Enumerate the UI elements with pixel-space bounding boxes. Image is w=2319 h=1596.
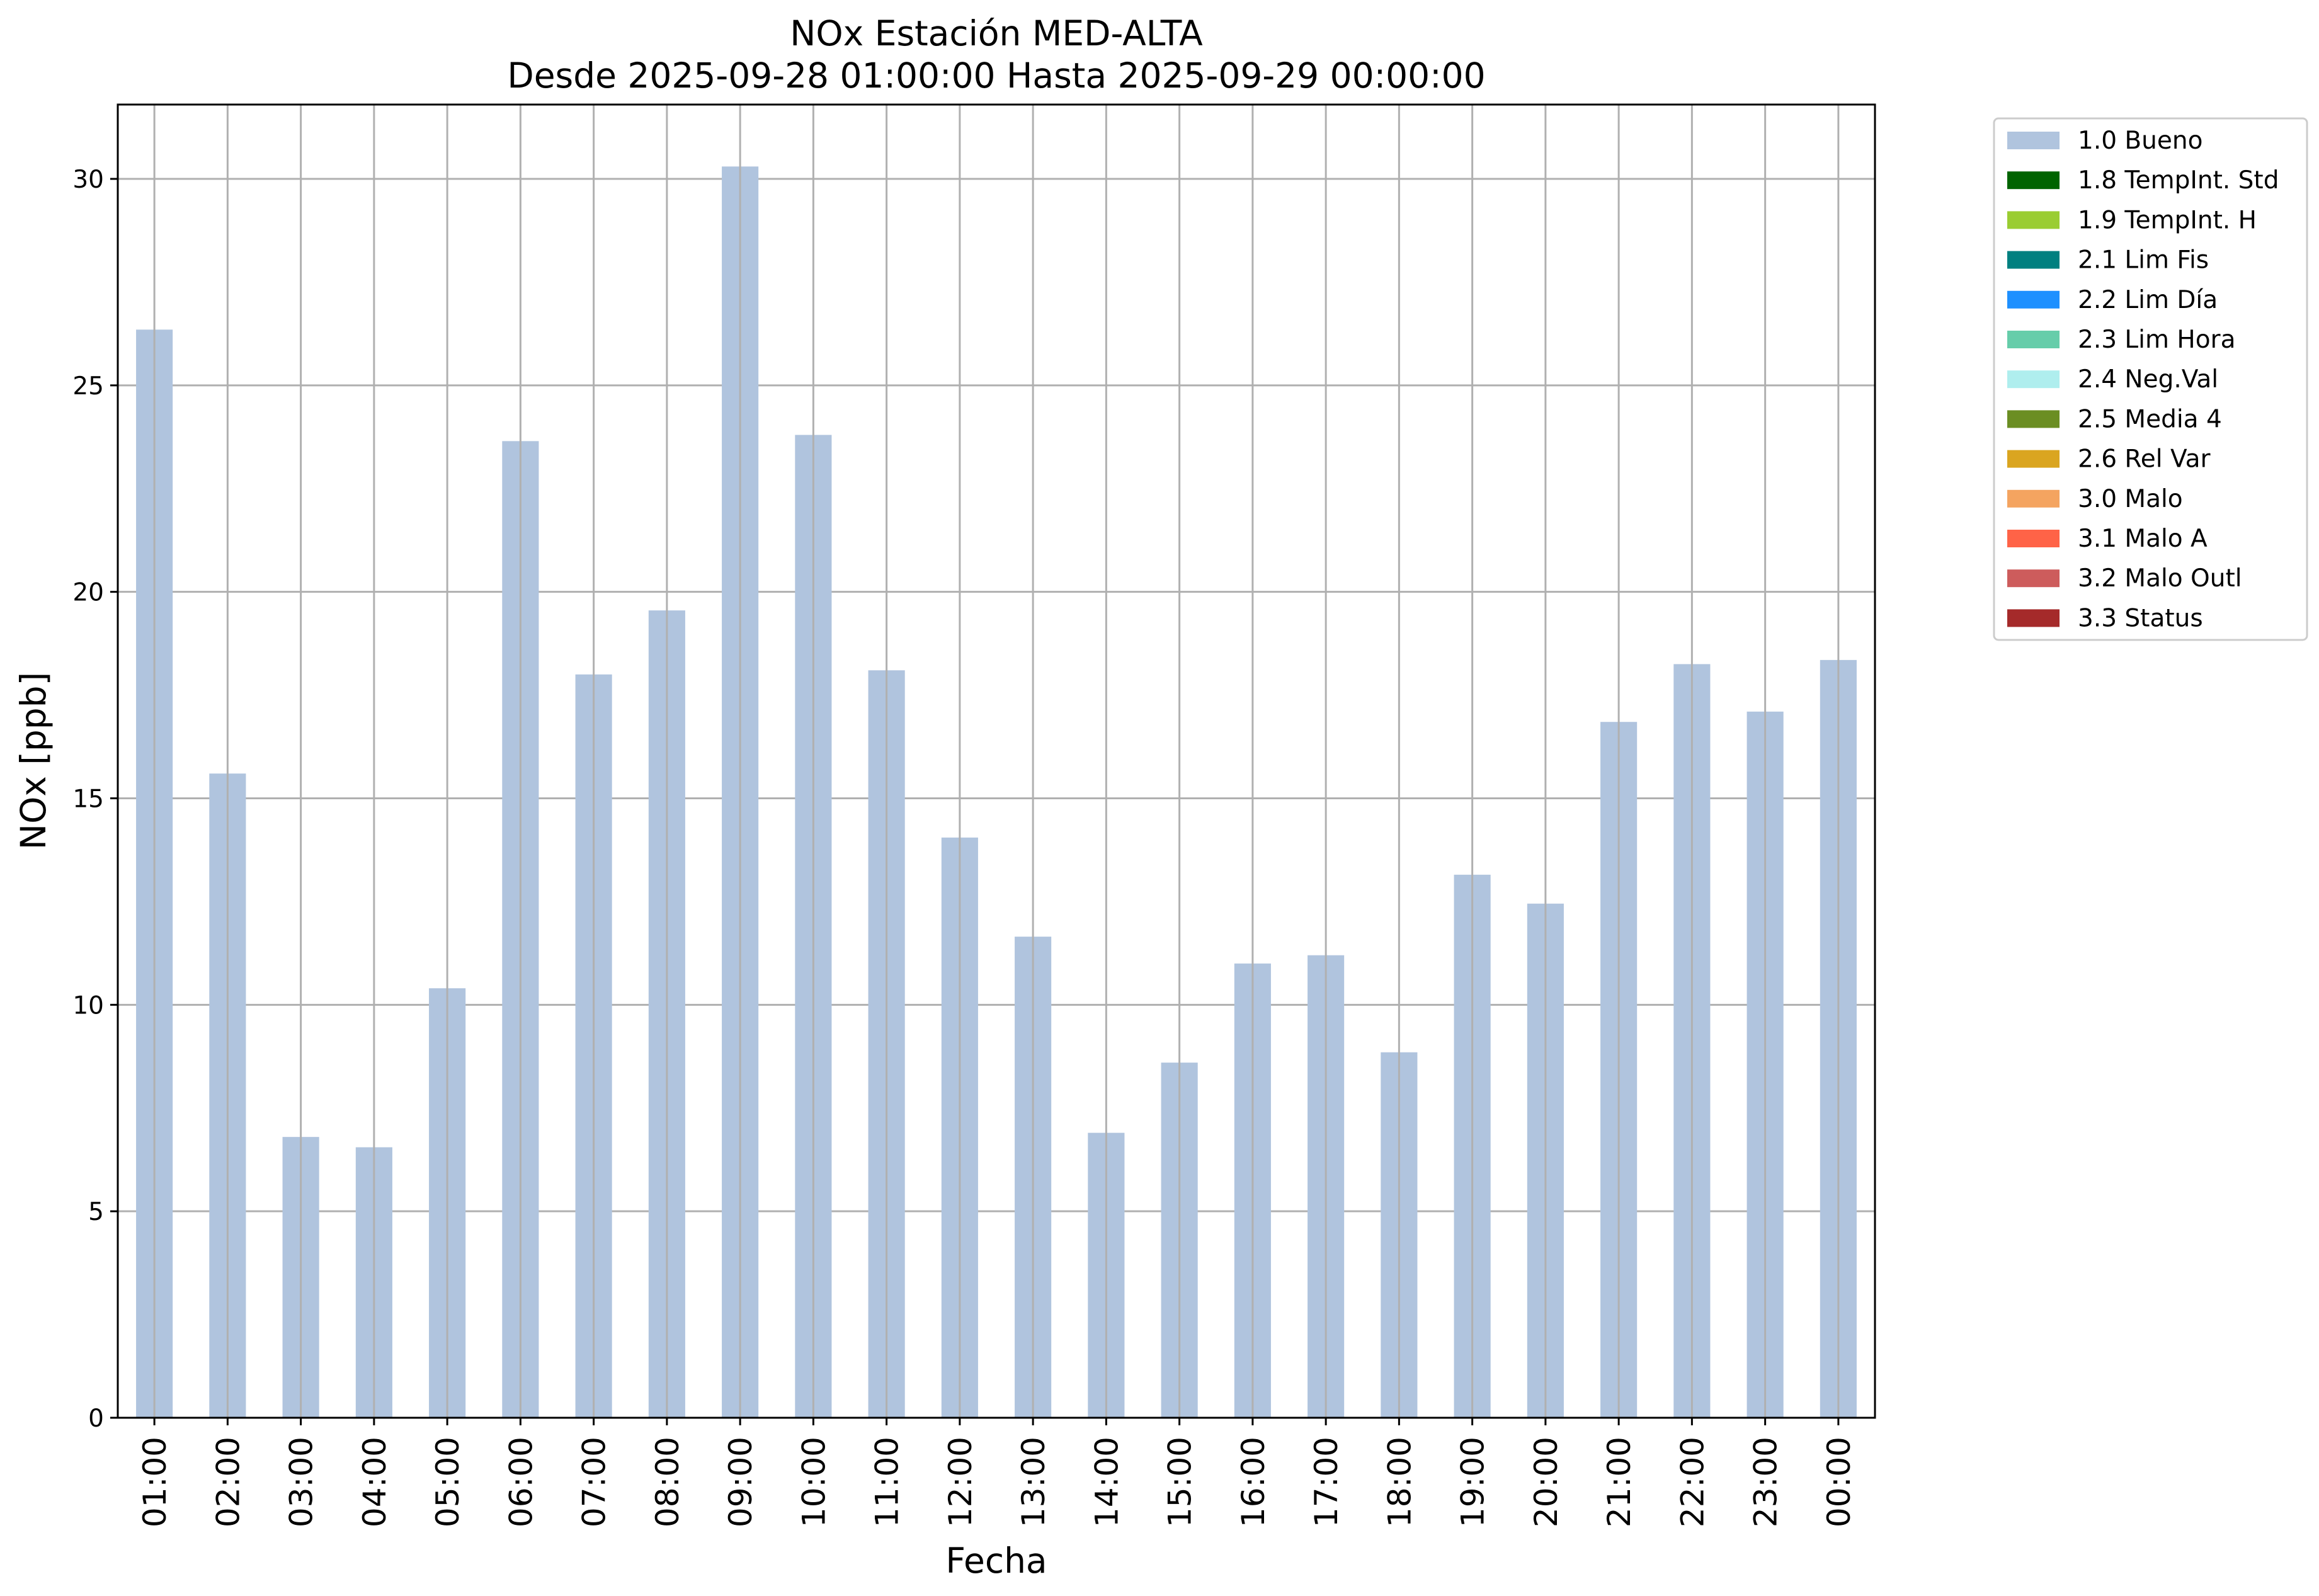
legend-swatch (2007, 410, 2060, 428)
plot-frame (117, 103, 1876, 1419)
y-tick-label: 5 (88, 1198, 104, 1226)
legend-swatch (2007, 211, 2060, 229)
x-tick-label: 07:00 (576, 1437, 613, 1527)
y-tick-label: 25 (72, 372, 104, 401)
legend-swatch (2007, 331, 2060, 348)
legend-frame (1993, 117, 2308, 641)
legend-label: 3.2 Malo Outl (2078, 564, 2242, 593)
legend-swatch (2007, 450, 2060, 468)
x-tick-label: 16:00 (1235, 1437, 1272, 1527)
legend-label: 1.9 TempInt. H (2078, 206, 2257, 234)
legend-label: 3.3 Status (2078, 604, 2203, 632)
y-axis-label: NOx [ppb] (13, 672, 54, 850)
legend-swatch (2007, 370, 2060, 389)
x-tick-label: 18:00 (1381, 1437, 1418, 1527)
x-tick-label: 15:00 (1162, 1437, 1199, 1527)
legend-swatch (2007, 132, 2060, 149)
x-tick-label: 14:00 (1088, 1437, 1125, 1527)
x-tick-label: 04:00 (356, 1437, 393, 1527)
x-tick-label: 02:00 (210, 1437, 246, 1527)
chart-title: NOx Estación MED-ALTA (790, 13, 1203, 54)
y-tick-label: 0 (88, 1405, 104, 1433)
x-tick-label: 22:00 (1674, 1437, 1711, 1527)
x-tick-label: 19:00 (1455, 1437, 1491, 1527)
legend-label: 3.0 Malo (2078, 485, 2183, 513)
legend-swatch (2007, 171, 2060, 190)
y-tick-label: 15 (72, 785, 104, 814)
x-tick-label: 10:00 (795, 1437, 832, 1527)
y-tick-label: 20 (72, 579, 104, 607)
legend-label: 2.2 Lim Día (2078, 286, 2218, 314)
x-tick-label: 20:00 (1528, 1437, 1564, 1527)
x-axis-label: Fecha (945, 1541, 1047, 1581)
vertical-gridlines (153, 105, 1840, 1418)
legend-swatch (2007, 251, 2060, 269)
x-tick-label: 03:00 (283, 1437, 320, 1527)
x-tick-label: 08:00 (649, 1437, 686, 1527)
legend-label: 2.1 Lim Fis (2078, 246, 2209, 275)
legend-label: 3.1 Malo A (2078, 525, 2208, 553)
legend-swatch (2007, 609, 2060, 627)
legend-label: 1.8 TempInt. Std (2078, 166, 2279, 195)
x-tick-label: 11:00 (869, 1437, 906, 1527)
legend-swatch (2007, 569, 2060, 588)
x-tick-label: 06:00 (503, 1437, 539, 1527)
x-tick-label: 05:00 (430, 1437, 466, 1527)
x-tick-label: 09:00 (722, 1437, 759, 1527)
x-tick-label: 21:00 (1601, 1437, 1638, 1527)
y-axis-ticks: 0 5 10 15 20 25 30 (72, 166, 118, 1433)
y-tick-label: 30 (72, 166, 104, 194)
legend-label: 2.5 Media 4 (2078, 405, 2222, 433)
legend-swatch (2007, 530, 2060, 547)
legend-swatch (2007, 290, 2060, 309)
legend-label: 2.6 Rel Var (2078, 445, 2211, 474)
x-tick-label: 17:00 (1308, 1437, 1345, 1527)
legend-label: 1.0 Bueno (2078, 127, 2202, 155)
legend-label: 2.3 Lim Hora (2078, 326, 2236, 354)
legend-swatch (2007, 489, 2060, 508)
legend-items: 1.0 Bueno 1.8 TempInt. Std 1.9 TempInt. H 2… (2007, 127, 2279, 632)
legend-label: 2.4 Neg.Val (2078, 365, 2218, 394)
x-tick-label: 12:00 (942, 1437, 979, 1527)
x-tick-label: 23:00 (1748, 1437, 1784, 1527)
legend: 1.0 Bueno 1.8 TempInt. Std 1.9 TempInt. H 2… (1993, 117, 2308, 641)
x-axis-ticks: 01:00 02:00 03:00 04:00 05:00 06:00 07:00 08:00… (137, 1418, 1857, 1527)
x-tick-label: 00:00 (1821, 1437, 1857, 1527)
chart-subtitle: Desde 2025-09-28 01:00:00 Hasta 2025-09-… (507, 55, 1485, 96)
x-tick-label: 01:00 (137, 1437, 173, 1527)
x-tick-label: 13:00 (1015, 1437, 1052, 1527)
y-tick-label: 10 (72, 991, 104, 1020)
